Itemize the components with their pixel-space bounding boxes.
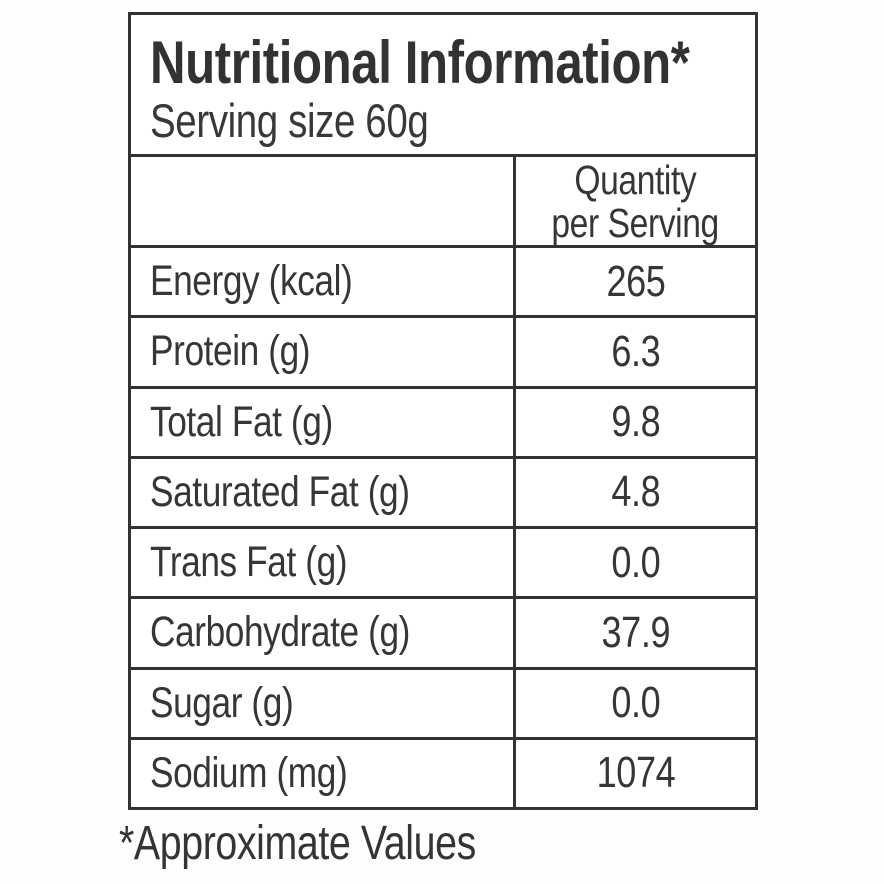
nutrient-value-cell: 37.9 <box>516 599 755 666</box>
nutrient-value: 37.9 <box>601 607 670 657</box>
header-empty-cell <box>131 157 516 245</box>
table-row: Sugar (g) 0.0 <box>131 666 755 737</box>
nutrient-value-cell: 9.8 <box>516 389 755 456</box>
nutrient-value: 9.8 <box>611 397 660 447</box>
serving-size-text: Serving size 60g <box>150 93 429 147</box>
nutrient-label: Saturated Fat (g) <box>150 467 410 516</box>
nutrient-label-cell: Sodium (mg) <box>131 739 516 807</box>
nutrient-value-cell: 0.0 <box>516 529 755 596</box>
nutrient-label-cell: Protein (g) <box>131 318 516 386</box>
nutrient-value: 4.8 <box>611 467 660 517</box>
nutrient-label-cell: Carbohydrate (g) <box>131 599 516 667</box>
table-row: Protein (g) 6.3 <box>131 315 755 386</box>
nutrient-label-cell: Saturated Fat (g) <box>131 458 516 526</box>
nutrient-value-cell: 0.0 <box>516 670 755 737</box>
nutrient-value-cell: 265 <box>516 248 755 315</box>
table-row: Sodium (mg) 1074 <box>131 736 755 807</box>
nutrient-label: Carbohydrate (g) <box>150 608 410 657</box>
table-title-text: Nutritional Information* <box>150 29 690 97</box>
table-row: Saturated Fat (g) 4.8 <box>131 455 755 526</box>
footnote-text: *Approximate Values <box>119 817 476 870</box>
nutrient-value: 265 <box>606 256 665 306</box>
nutrient-label-cell: Sugar (g) <box>131 669 516 737</box>
nutrient-label-cell: Trans Fat (g) <box>131 529 516 597</box>
nutrient-value-cell: 6.3 <box>516 318 755 385</box>
nutrition-table: Nutritional Information* Serving size 60… <box>128 12 758 810</box>
header-quantity-line2: per Serving <box>551 200 720 246</box>
nutrient-label: Sodium (mg) <box>150 748 348 797</box>
nutrient-value: 0.0 <box>611 678 660 728</box>
nutrient-label: Energy (kcal) <box>150 257 353 306</box>
approximate-values-footnote: *Approximate Values <box>119 816 554 871</box>
title-block: Nutritional Information* Serving size 60… <box>131 15 755 154</box>
table-row: Trans Fat (g) 0.0 <box>131 526 755 597</box>
nutrient-label: Sugar (g) <box>150 678 294 727</box>
nutrient-value-cell: 4.8 <box>516 459 755 526</box>
table-row: Energy (kcal) 265 <box>131 245 755 316</box>
nutrient-label: Trans Fat (g) <box>150 538 348 587</box>
nutrient-label: Protein (g) <box>150 327 311 376</box>
nutrient-value: 1074 <box>596 748 675 798</box>
nutrient-value: 0.0 <box>611 537 660 587</box>
table-row: Total Fat (g) 9.8 <box>131 385 755 456</box>
table-title: Nutritional Information* <box>150 29 755 97</box>
nutrient-value: 6.3 <box>611 326 660 376</box>
nutrient-label-cell: Energy (kcal) <box>131 248 516 316</box>
nutrient-value-cell: 1074 <box>516 740 755 807</box>
table-header-row: Quantity per Serving <box>131 154 755 245</box>
header-quantity-cell: Quantity per Serving <box>516 157 755 245</box>
serving-size: Serving size 60g <box>150 95 755 147</box>
header-quantity-line1: Quantity <box>574 156 697 203</box>
nutrient-label: Total Fat (g) <box>150 397 333 446</box>
table-row: Carbohydrate (g) 37.9 <box>131 596 755 667</box>
nutrient-label-cell: Total Fat (g) <box>131 388 516 456</box>
